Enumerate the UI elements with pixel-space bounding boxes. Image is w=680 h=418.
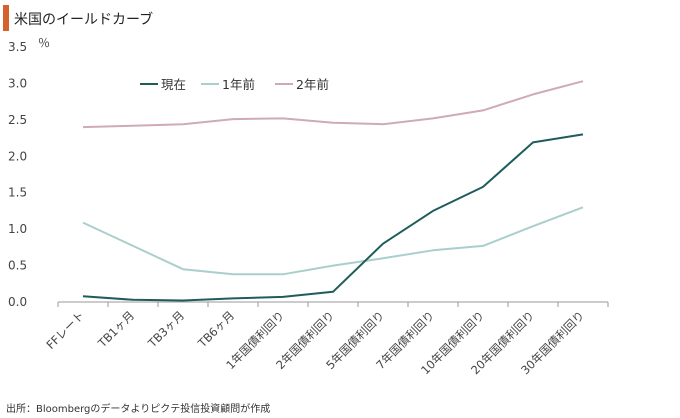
series-line-2: [82, 80, 584, 129]
y-tick-label: 2.5: [8, 113, 27, 127]
y-tick-label: 3.0: [8, 76, 27, 90]
y-tick-label: 0.5: [8, 259, 27, 273]
x-tick-label: FFレート: [43, 308, 87, 352]
series-line-0: [82, 133, 584, 302]
source-note: 出所：Bloombergのデータよりピクテ投信投資顧問が作成: [6, 404, 271, 415]
y-tick-label: 0.0: [8, 295, 27, 309]
y-tick-label: 1.0: [8, 222, 27, 236]
series-line-1: [82, 206, 584, 276]
x-tick-label: TB6ヶ月: [195, 308, 238, 351]
x-tick-label: TB1ヶ月: [95, 308, 138, 351]
y-tick-label: 1.5: [8, 186, 27, 200]
title-accent-bar: [3, 5, 9, 31]
x-tick-label: TB3ヶ月: [145, 308, 188, 351]
y-tick-label: 2.0: [8, 149, 27, 163]
legend-label: 現在: [161, 77, 186, 92]
legend-label: 2年前: [296, 77, 329, 92]
y-unit-label: ％: [38, 36, 50, 50]
legend-label: 1年前: [222, 77, 255, 92]
chart-title: 米国のイールドカーブ: [14, 12, 154, 28]
y-tick-label: 3.5: [8, 40, 27, 54]
